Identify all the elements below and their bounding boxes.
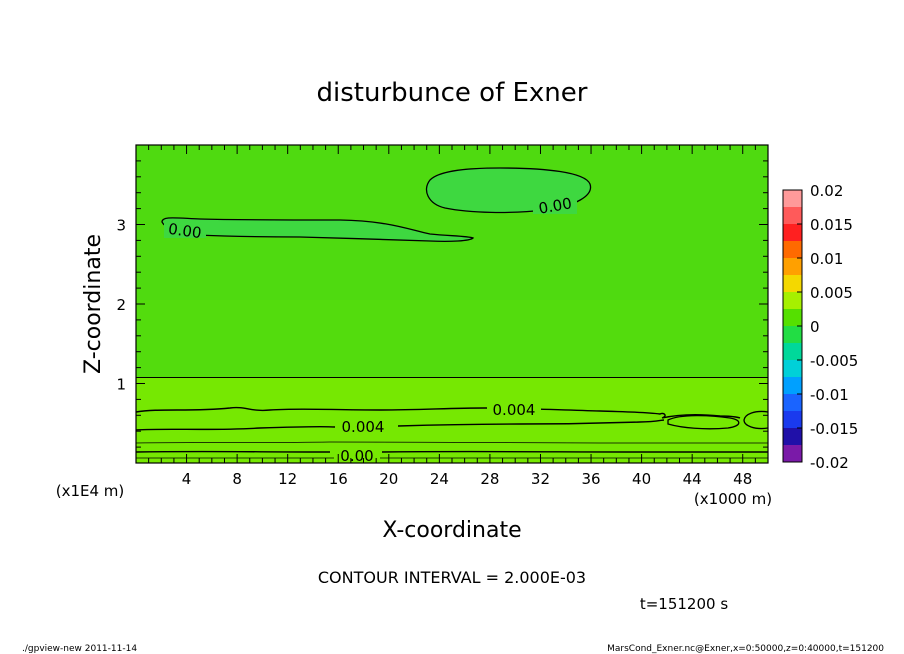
colorbar-swatch [783, 326, 802, 343]
colorbar-tick-label: -0.015 [810, 420, 858, 438]
contour-label-bg-3 [487, 401, 541, 418]
contour-label-4: 0.004 [342, 418, 385, 436]
colorbar-tick-label: 0.01 [810, 250, 843, 268]
footer-left: ./gpview-new 2011-11-14 [22, 644, 137, 654]
colorbar-swatch [783, 411, 802, 428]
contour-line-low-a [135, 441, 768, 444]
footer-right: MarsCond_Exner.nc@Exner,x=0:50000,z=0:40… [607, 644, 884, 654]
x-tick-label: 48 [733, 470, 752, 488]
x-tick-label: 20 [379, 470, 398, 488]
colorbar-swatch [783, 275, 802, 292]
time-text: t=151200 s [640, 595, 728, 613]
contour-small-right [667, 414, 740, 430]
y-tick-label: 2 [116, 296, 126, 314]
contour-label-bg-2 [164, 222, 206, 238]
x-tick-label: 40 [632, 470, 651, 488]
colorbar-swatch [783, 292, 802, 309]
x-axis: 4 8 12 16 20 24 28 32 36 40 44 48 [148, 145, 756, 488]
contours [135, 167, 769, 459]
colorbar-swatch [783, 428, 802, 445]
colorbar-swatch [783, 394, 802, 411]
colorbar-swatch [783, 258, 802, 275]
x-tick-label: 44 [683, 470, 702, 488]
colorbar-tick-label: 0 [810, 318, 820, 336]
colorbar-swatch [783, 241, 802, 258]
contour-label-bg-1 [533, 196, 577, 214]
contour-edge-right [743, 410, 769, 430]
contour-line-0.004-lower [135, 419, 665, 431]
x-tick-label: 24 [430, 470, 449, 488]
colorbar-tick-label: -0.01 [810, 386, 849, 404]
x-tick-label: 12 [278, 470, 297, 488]
x-unit-label: (x1000 m) [694, 490, 772, 508]
contour-label-3: 0.004 [493, 401, 536, 419]
x-tick-label: 32 [531, 470, 550, 488]
x-tick-label: 16 [329, 470, 348, 488]
y-axis-label: Z-coordinate [81, 234, 106, 374]
y-tick-label: 1 [116, 376, 126, 394]
x-tick-label: 4 [182, 470, 192, 488]
colorbar-swatch [783, 207, 802, 224]
x-tick-label: 8 [232, 470, 242, 488]
contour-labels: 0.00 0.00 0.004 0.004 0.00 [164, 194, 577, 465]
colorbar-swatch [783, 343, 802, 360]
colorbar-swatch [783, 190, 802, 207]
colorbar-swatch [783, 309, 802, 326]
colorbar-tick-label: 0.015 [810, 216, 853, 234]
chart-title: disturbunce of Exner [317, 78, 588, 108]
contour-label-5: 0.00 [340, 447, 373, 465]
colorbar-swatch [783, 360, 802, 377]
contour-label-bg-5 [334, 447, 380, 462]
x-axis-label: X-coordinate [382, 518, 521, 543]
y-unit-label: (x1E4 m) [56, 482, 125, 500]
y-axis: 1 2 3 [116, 160, 768, 448]
contour-interval-text: CONTOUR INTERVAL = 2.000E-03 [318, 568, 586, 587]
field-band-transition [136, 300, 768, 378]
colorbar: 0.02 0.015 0.01 0.005 0 -0.005 -0.01 -0.015 -0.0… [782, 182, 858, 472]
x-tick-label: 36 [581, 470, 600, 488]
colorbar-tick-label: -0.005 [810, 352, 858, 370]
colorbar-tick-label: 0.02 [810, 182, 843, 200]
colorbar-swatch [783, 445, 802, 462]
contour-label-1: 0.00 [537, 194, 573, 218]
colorbar-swatch [783, 224, 802, 241]
contour-upper-left [161, 217, 475, 243]
colorbar-swatch [783, 377, 802, 394]
colorbar-tick-label: -0.02 [810, 454, 849, 472]
contour-label-2: 0.00 [167, 220, 203, 242]
colorbar-tick-label: 0.005 [810, 284, 853, 302]
y-tick-label: 3 [116, 217, 126, 235]
contour-label-bg-4 [336, 418, 392, 435]
x-tick-label: 28 [480, 470, 499, 488]
